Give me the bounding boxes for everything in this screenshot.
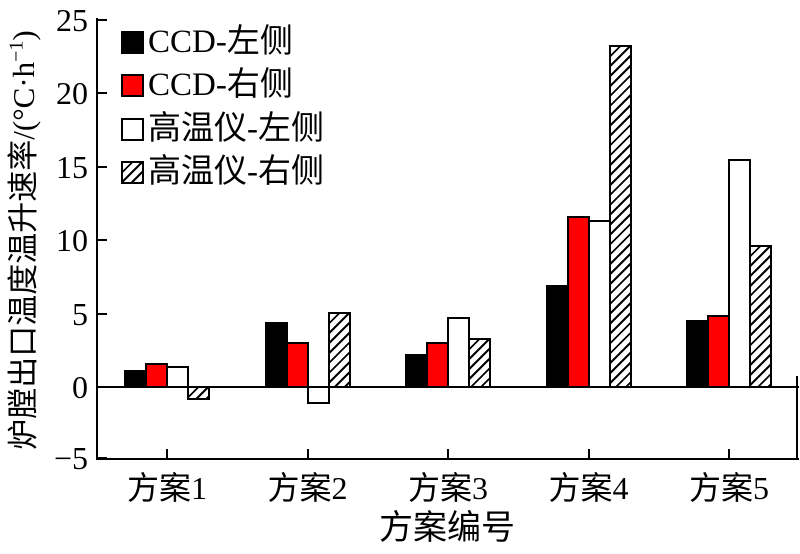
bar-CCD-右侧-方案5 — [707, 314, 730, 388]
y-tick-mark — [98, 457, 107, 459]
bar-高温仪-右侧-方案2 — [327, 311, 351, 388]
y-tick-mark — [98, 92, 107, 94]
bar-CCD-左侧-方案2 — [264, 321, 288, 388]
y-tick-label: 5 — [72, 295, 88, 332]
bar-高温仪-左侧-方案3 — [447, 317, 470, 388]
y-tick-label: 20 — [56, 75, 88, 111]
bar-高温仪-左侧-方案2 — [306, 386, 330, 405]
legend-label: CCD-左侧 — [148, 23, 293, 60]
x-tick-label: 方案2 — [267, 470, 348, 506]
bar-高温仪-右侧-方案1 — [187, 386, 210, 400]
legend-item-ccd-left: CCD-左侧 — [121, 23, 293, 60]
y-tick-mark — [98, 239, 107, 241]
x-tick-mark — [728, 449, 730, 458]
legend-swatch-red-square-icon — [121, 73, 144, 97]
y-tick-label: 0 — [72, 369, 88, 405]
x-tick-label: 方案3 — [407, 470, 488, 506]
bar-CCD-右侧-方案1 — [145, 363, 168, 388]
x-tick-label: 方案4 — [548, 470, 629, 506]
bar-CCD-右侧-方案4 — [566, 216, 590, 388]
bar-高温仪-右侧-方案5 — [749, 245, 772, 388]
y-tick-label: 25 — [56, 1, 88, 38]
x-tick-mark — [447, 449, 449, 458]
y-axis-line — [96, 18, 98, 460]
bar-高温仪-左侧-方案4 — [587, 220, 611, 388]
x-tick-label: 方案1 — [126, 470, 207, 506]
legend-swatch-open-square-icon — [121, 117, 144, 141]
y-tick-label: 15 — [56, 148, 88, 185]
legend-item-pyrometer-left: 高温仪-左侧 — [121, 110, 324, 147]
bar-高温仪-左侧-方案5 — [728, 158, 751, 388]
x-axis-title: 方案编号 — [379, 510, 515, 547]
bar-CCD-左侧-方案5 — [686, 320, 709, 388]
legend-item-ccd-right: CCD-右侧 — [121, 66, 293, 103]
y-tick-mark — [98, 18, 107, 21]
y-tick-label: −5 — [53, 440, 88, 476]
legend-label: CCD-右侧 — [148, 66, 293, 103]
y-axis-title-superscript: −1 — [5, 40, 28, 62]
x-tick-mark — [306, 449, 309, 458]
bar-CCD-右侧-方案3 — [426, 342, 449, 388]
legend-label: 高温仪-左侧 — [148, 110, 324, 147]
y-tick-mark — [98, 312, 107, 315]
x-tick-mark — [587, 449, 590, 458]
bar-高温仪-右侧-方案3 — [468, 338, 491, 388]
bar-CCD-右侧-方案2 — [285, 342, 309, 388]
legend-swatch-black-square-icon — [121, 30, 144, 54]
y-tick-mark — [98, 386, 107, 388]
right-axis-segment — [796, 376, 798, 460]
x-tick-label: 方案5 — [688, 470, 769, 506]
x-axis-line — [96, 458, 799, 460]
y-tick-mark — [98, 165, 107, 168]
bar-CCD-左侧-方案4 — [545, 285, 569, 388]
x-tick-mark — [166, 449, 168, 458]
y-tick-label: 10 — [56, 222, 88, 258]
bar-高温仪-右侧-方案4 — [608, 45, 632, 388]
legend-item-pyrometer-right: 高温仪-右侧 — [121, 153, 324, 190]
bar-CCD-左侧-方案1 — [124, 370, 147, 388]
bar-CCD-左侧-方案3 — [405, 354, 428, 388]
legend-swatch-hatched-square-icon — [121, 160, 144, 184]
legend-label: 高温仪-右侧 — [148, 153, 324, 190]
bar-高温仪-左侧-方案1 — [166, 365, 189, 388]
